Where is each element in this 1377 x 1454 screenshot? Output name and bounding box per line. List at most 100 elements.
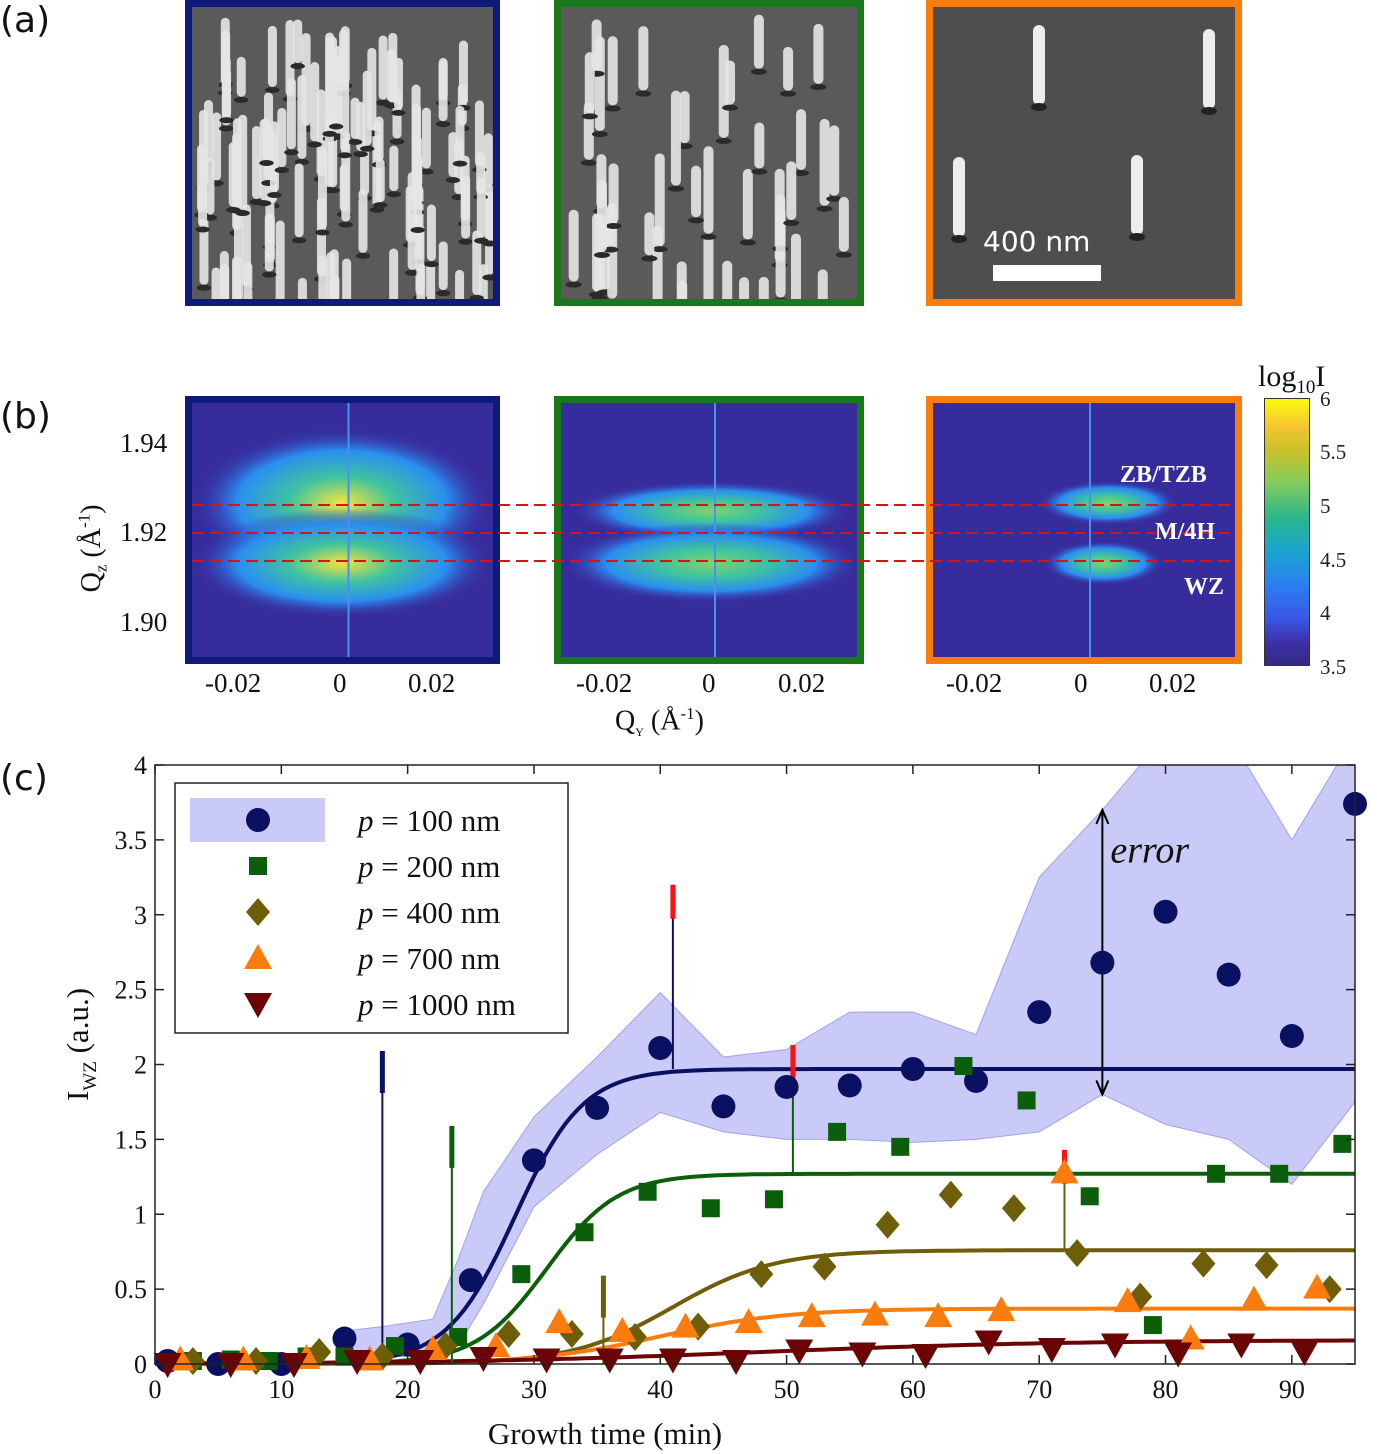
nanowire-shadow: [234, 96, 249, 103]
nanowire: [677, 280, 688, 299]
nanowire-shadow: [338, 221, 353, 228]
nanowire: [234, 210, 244, 299]
sem-image-p100: [185, 0, 500, 306]
nanowire-shadow: [594, 251, 611, 258]
phase-label-zb: ZB/TZB: [1120, 462, 1207, 488]
diffraction-peak: [192, 508, 492, 618]
data-point-p700: [797, 1302, 826, 1328]
sem-background: [933, 7, 1235, 299]
b-xtick: 0: [333, 668, 347, 698]
nanowire-shadow: [386, 191, 402, 198]
colorbar-tick: 5: [1320, 494, 1331, 518]
b-xtick: -0.02: [946, 668, 1003, 698]
legend-marker-p200: [249, 857, 267, 875]
nanowire-shadow: [267, 191, 282, 198]
nanowire: [317, 147, 327, 230]
rsm-map-p700: [926, 396, 1242, 664]
x-tick-label: 90: [1279, 1375, 1305, 1404]
nanowire: [703, 146, 714, 234]
nanowire-shadow: [195, 226, 210, 233]
nanowire: [476, 177, 486, 238]
nanowire: [310, 62, 320, 142]
colorbar-title: log10I: [1258, 360, 1325, 399]
nanowire-shadow: [219, 117, 234, 124]
nanowire-shadow: [458, 238, 473, 245]
nanowire-shadow: [219, 125, 234, 132]
nanowire-shadow: [1201, 107, 1217, 115]
nanowire-shadow: [580, 159, 597, 166]
data-point-p1000: [343, 1350, 372, 1376]
nanowire: [220, 263, 230, 299]
nanowire: [597, 179, 608, 252]
data-point-p200: [638, 1182, 657, 1201]
x-tick-label: 80: [1153, 1375, 1179, 1404]
colorbar-title-log: log: [1258, 360, 1297, 393]
b-xtick: 0.02: [408, 668, 456, 698]
data-point-p200: [891, 1137, 910, 1156]
nanowire: [238, 114, 248, 211]
panel-label-c: (c): [0, 758, 48, 799]
data-point-p100: [1279, 1024, 1304, 1049]
nanowire-shadow: [290, 63, 305, 70]
nanowire: [607, 36, 618, 106]
b-xlabel: QY (Å-1): [615, 704, 704, 740]
b-ylabel-sub: z: [91, 564, 111, 573]
nanowire: [198, 180, 208, 227]
nanowire: [568, 209, 579, 282]
nanowire: [416, 263, 426, 299]
data-point-p700: [671, 1312, 700, 1338]
nanowire-shadow: [783, 220, 800, 227]
nanowire-shadow: [581, 113, 598, 120]
nanowire: [277, 107, 287, 168]
legend-marker-p1000: [244, 993, 272, 1018]
data-point-p200: [1333, 1134, 1352, 1153]
data-point-p1000: [279, 1353, 308, 1378]
data-point-p100: [1090, 950, 1115, 975]
data-point-p1000: [469, 1347, 498, 1373]
y-axis-label-sub: WZ: [80, 1061, 101, 1091]
y-axis-label-unit: (a.u.): [60, 988, 95, 1061]
nanowire-shadow: [793, 169, 810, 176]
nanowire: [817, 269, 828, 299]
nanowire: [448, 132, 458, 178]
nanowire: [326, 252, 336, 299]
data-point-p200: [1017, 1091, 1036, 1110]
data-point-p700: [987, 1296, 1016, 1322]
data-point-p400: [938, 1180, 963, 1209]
legend-label-p700: p = 700 nm: [356, 941, 500, 976]
nanowire: [243, 262, 253, 299]
onset-marker-tick: [449, 1125, 455, 1168]
nanowire-shadow: [410, 227, 425, 234]
nanowire-shadow: [667, 185, 684, 192]
rsm-map-p200: [554, 396, 864, 664]
nanowire-shadow: [355, 252, 371, 259]
nanowire: [775, 207, 786, 298]
b-xlabel-q: Q: [615, 705, 636, 737]
map-background: [933, 403, 1235, 657]
nanowire: [205, 158, 215, 215]
legend-marker-p100: [246, 808, 270, 832]
data-point-p1000: [532, 1348, 561, 1374]
nanowire-shadow: [641, 255, 658, 262]
data-point-p700: [1303, 1273, 1332, 1299]
nanowire-shadow: [328, 123, 344, 130]
onset-marker-tick: [600, 1275, 606, 1318]
b-ytick: 1.92: [120, 517, 168, 547]
nanowire-shadow: [1129, 233, 1145, 241]
y-tick-label: 0.5: [115, 1275, 148, 1304]
rsm-map-p100: [185, 396, 500, 664]
nanowire-shadow: [780, 90, 797, 97]
nanowire-shadow: [256, 200, 272, 207]
x-tick-label: 40: [647, 1375, 673, 1404]
nanowire-shadow: [951, 235, 967, 243]
data-point-p700: [924, 1302, 953, 1328]
nanowire: [331, 54, 341, 124]
nanowire: [222, 69, 232, 118]
phase-label-wz: WZ: [1184, 574, 1225, 600]
b-xlabel-close: ): [694, 705, 704, 737]
x-tick-label: 60: [900, 1375, 926, 1404]
data-point-p400: [623, 1323, 647, 1352]
nanowire-shadow: [1031, 103, 1047, 111]
b-xtick: -0.02: [576, 668, 633, 698]
diffraction-peak: [561, 523, 857, 603]
